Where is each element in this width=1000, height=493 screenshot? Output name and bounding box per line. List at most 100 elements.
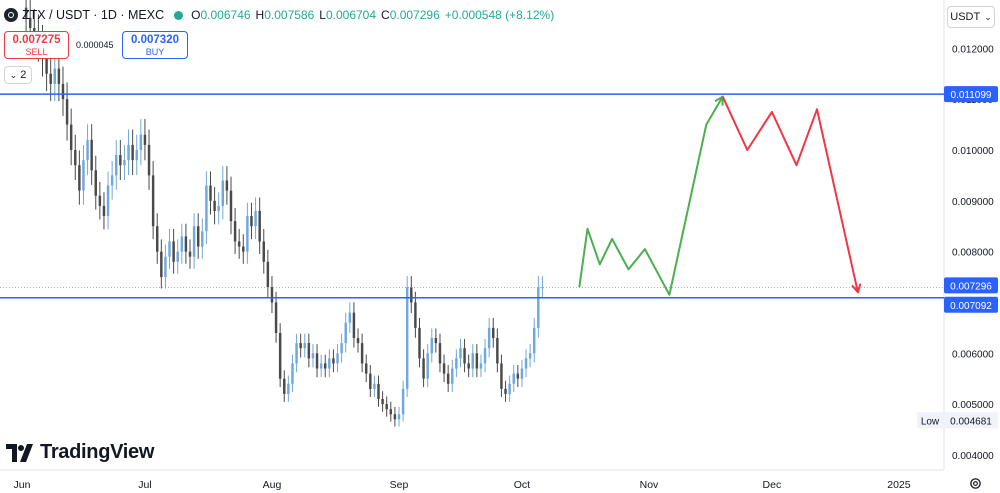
candle-body: [381, 399, 384, 405]
currency-button[interactable]: USDT ⌄: [947, 6, 995, 28]
buy-label: BUY: [145, 47, 165, 57]
candle-body: [475, 353, 479, 369]
candle-body: [86, 139, 89, 161]
candle-body: [496, 338, 499, 364]
candle-body: [209, 185, 212, 201]
low-price-value: 0.004681: [950, 416, 992, 427]
candle-body: [340, 343, 343, 354]
chevron-down-icon: ⌄: [984, 11, 992, 22]
candle-body: [278, 332, 282, 379]
candle-body: [188, 251, 192, 257]
candle-body: [528, 353, 532, 359]
candle-body: [65, 99, 69, 125]
candle-body: [311, 353, 315, 359]
candle-body: [324, 363, 327, 369]
candle-body: [434, 338, 438, 344]
candle-body: [78, 165, 81, 191]
candle-body: [405, 287, 409, 389]
market-status-icon: [174, 10, 184, 20]
candle-body: [225, 180, 229, 191]
y-tick-label: 0.005000: [952, 400, 994, 411]
candle-body: [516, 373, 520, 379]
candle-body: [106, 185, 110, 217]
candle-body: [176, 251, 179, 262]
candle-body: [250, 216, 253, 227]
candle-body: [233, 221, 237, 242]
indicators-count: 2: [20, 69, 27, 81]
candle-body: [110, 175, 114, 186]
x-tick-label: Jul: [138, 479, 151, 491]
candle-body: [397, 414, 401, 420]
candle-body: [24, 7, 28, 18]
tradingview-logo-icon: [6, 443, 33, 462]
candle-body: [143, 134, 147, 145]
y-tick-label: 0.012000: [952, 44, 994, 55]
x-tick-label: Sep: [390, 479, 409, 491]
candle-body: [287, 383, 290, 394]
candle-body: [69, 124, 73, 150]
candle-body: [393, 414, 397, 420]
candle-body: [119, 155, 122, 166]
candle-body: [319, 363, 323, 369]
candle-body: [131, 144, 134, 161]
resistance-price-tag-bg: [944, 86, 998, 103]
y-tick-label: 0.004000: [952, 451, 994, 462]
candle-body: [291, 363, 294, 384]
close-value: 0.007296: [389, 8, 440, 22]
candle-body: [33, 28, 36, 34]
support-price-tag-bg: [944, 296, 998, 313]
candle-body: [500, 363, 503, 389]
candle-body: [532, 327, 536, 354]
candle-body: [303, 343, 306, 349]
buy-button[interactable]: 0.007320 BUY: [122, 31, 188, 59]
close-label: C: [381, 8, 390, 22]
candle-body: [57, 68, 61, 84]
low-price-bg: [944, 412, 998, 429]
candle-body: [377, 383, 380, 400]
candle-body: [471, 353, 474, 369]
candle-body: [258, 210, 261, 242]
sell-button[interactable]: 0.007275 SELL: [4, 31, 69, 59]
candle-body: [336, 353, 339, 364]
candle-body: [155, 226, 159, 252]
y-tick-label: 0.010000: [952, 146, 994, 157]
candle-body: [270, 287, 274, 303]
low-label: Low: [921, 416, 940, 427]
gear-icon[interactable]: [969, 477, 982, 490]
candle-body: [82, 160, 85, 191]
bearish-forecast-path: [721, 96, 859, 293]
low-label: L: [319, 8, 326, 22]
candle-body: [49, 73, 52, 84]
y-tick-label: 0.006000: [952, 349, 994, 360]
candle-body: [127, 144, 130, 161]
candle-body: [479, 363, 483, 369]
currency-label: USDT: [950, 11, 981, 23]
candle-body: [201, 231, 204, 247]
candle-body: [492, 327, 495, 339]
candle-body: [98, 195, 102, 206]
candle-body: [160, 251, 163, 278]
candle-body: [520, 368, 524, 379]
candle-body: [537, 287, 540, 328]
candle-body: [352, 312, 356, 339]
support-price-tag: 0.007092: [950, 301, 992, 312]
candle-body: [467, 363, 470, 369]
candle-body: [123, 160, 126, 166]
candle-body: [483, 348, 487, 364]
x-tick-label: Jun: [14, 479, 31, 491]
tradingview-logo: TradingView: [6, 441, 154, 464]
candle-body: [418, 327, 421, 359]
watermark-text: TradingView: [40, 441, 155, 463]
candle-body: [307, 343, 311, 359]
buy-price: 0.007320: [131, 34, 179, 46]
candle-body: [74, 149, 77, 166]
symbol-title[interactable]: ZTX / USDT · 1D · MEXC: [22, 8, 165, 22]
candle-body: [426, 353, 429, 379]
indicators-toggle-button[interactable]: ⌄ 2: [4, 66, 32, 84]
sell-price: 0.007275: [12, 34, 61, 46]
candle-body: [356, 338, 360, 344]
candle-body: [414, 302, 417, 328]
candle-body: [61, 83, 65, 100]
candle-body: [196, 226, 200, 247]
